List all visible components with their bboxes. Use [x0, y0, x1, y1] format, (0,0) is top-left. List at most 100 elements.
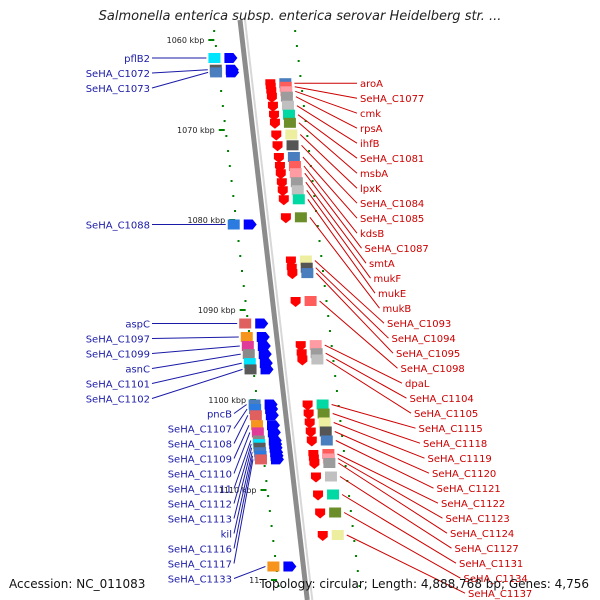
gene-label-left: asnC: [125, 365, 150, 376]
gene-label-left: SeHA_C1111: [168, 485, 232, 496]
track-dot: [228, 165, 231, 167]
track-dot: [306, 135, 309, 137]
gene-leader-line: [314, 260, 385, 324]
gene-color-box: [292, 194, 305, 205]
gene-leader-line: [315, 267, 389, 339]
track-dot: [322, 270, 324, 272]
track-dot: [342, 450, 345, 452]
gene-label-left: SeHA_C1107: [168, 425, 232, 436]
gene-color-box: [243, 358, 256, 369]
track-dot: [254, 390, 257, 392]
gene-leader-line: [151, 362, 242, 384]
gene-leader-line: [233, 566, 266, 579]
gene-color-box: [286, 140, 299, 151]
gene-label-right: msbA: [360, 169, 388, 180]
gene-leader-line: [233, 432, 251, 474]
reverse-gene-arrow: [280, 213, 291, 224]
gene-color-box: [319, 426, 332, 437]
track-dot: [274, 555, 277, 557]
forward-gene-arrow: [224, 53, 238, 63]
scale-label: 1070 kbp: [177, 126, 215, 135]
track-dot: [265, 480, 268, 482]
gene-label-right: SeHA_C1081: [360, 154, 424, 165]
gene-label-right: ihfB: [360, 139, 380, 150]
track-dot: [263, 465, 266, 467]
track-dot: [270, 525, 273, 527]
scale-label: 1080 kbp: [187, 216, 225, 225]
gene-leader-line: [301, 144, 358, 204]
gene-label-right: rpsA: [360, 124, 383, 135]
forward-gene-arrow: [267, 427, 281, 438]
gene-leader-line: [233, 415, 249, 444]
gene-leader-line: [332, 413, 421, 444]
track-dot: [234, 210, 237, 212]
track-dot: [328, 330, 331, 332]
gene-color-box: [310, 348, 323, 359]
gene-color-box: [239, 318, 252, 329]
gene-label-left: SeHA_C1102: [86, 395, 150, 406]
gene-color-box: [282, 109, 295, 120]
gene-leader-line: [307, 199, 376, 294]
gene-color-box: [311, 354, 324, 365]
track-dot: [299, 75, 302, 77]
gene-leader-line: [297, 114, 358, 159]
gene-label-right: SeHA_C1085: [360, 214, 424, 225]
reverse-gene-arrow: [266, 92, 277, 103]
gene-color-box: [249, 404, 262, 414]
gene-leader-line: [298, 122, 358, 174]
backbone-shadow: [244, 19, 314, 600]
gene-color-box: [208, 53, 221, 63]
gene-label-left: SeHA_C1101: [86, 380, 150, 391]
gene-label-right: SeHA_C1118: [423, 439, 487, 450]
gene-label-left: pncB: [207, 410, 232, 421]
gene-leader-line: [334, 431, 430, 474]
gene-label-left: SeHA_C1088: [86, 221, 150, 232]
gene-label-right: mukB: [383, 304, 412, 315]
gene-leader-line: [151, 71, 209, 89]
gene-color-box: [287, 152, 300, 162]
gene-color-box: [267, 561, 280, 572]
gene-leader-line: [315, 272, 394, 354]
track-dot: [221, 105, 224, 107]
gene-label-right: SeHA_C1093: [387, 319, 451, 330]
gene-leader-line: [305, 181, 367, 264]
scale-label: 1090 kbp: [198, 306, 236, 315]
forward-gene-arrow: [258, 349, 272, 360]
reverse-gene-arrow: [290, 297, 301, 307]
gene-color-box: [281, 100, 294, 111]
track-dot: [304, 120, 307, 122]
gene-color-box: [242, 349, 255, 360]
gene-leader-line: [294, 86, 358, 99]
track-dot: [311, 180, 314, 182]
scale-tick: [260, 489, 267, 491]
forward-gene-arrow: [257, 341, 271, 351]
track-dot: [339, 420, 342, 422]
gene-label-right: SeHA_C1134: [464, 574, 528, 585]
gene-leader-line: [309, 216, 380, 309]
gene-color-box: [304, 296, 317, 306]
track-dot: [253, 375, 256, 377]
reverse-gene-arrow: [302, 400, 313, 411]
scale-tick: [239, 309, 246, 311]
reverse-gene-arrow: [304, 418, 315, 429]
gene-leader-line: [295, 96, 358, 129]
gene-leader-line: [233, 440, 252, 489]
gene-color-box: [289, 168, 302, 179]
gene-label-right: SeHA_C1095: [396, 349, 460, 360]
track-dot: [267, 495, 270, 497]
reverse-gene-arrow: [317, 531, 328, 541]
gene-label-left: SeHA_C1109: [168, 455, 232, 466]
track-dot: [297, 60, 300, 62]
gene-leader-line: [337, 453, 439, 504]
scale-tick: [218, 129, 225, 131]
gene-label-left: SeHA_C1097: [86, 335, 150, 346]
track-dot: [295, 45, 298, 47]
gene-label-left: SeHA_C1108: [168, 440, 232, 451]
track-dot: [214, 45, 217, 47]
gene-label-right: SeHA_C1124: [450, 529, 514, 540]
reverse-gene-arrow: [315, 508, 326, 519]
track-dot: [277, 585, 280, 587]
gene-leader-line: [151, 345, 240, 354]
track-dot: [349, 510, 352, 512]
gene-leader-line: [326, 359, 412, 414]
